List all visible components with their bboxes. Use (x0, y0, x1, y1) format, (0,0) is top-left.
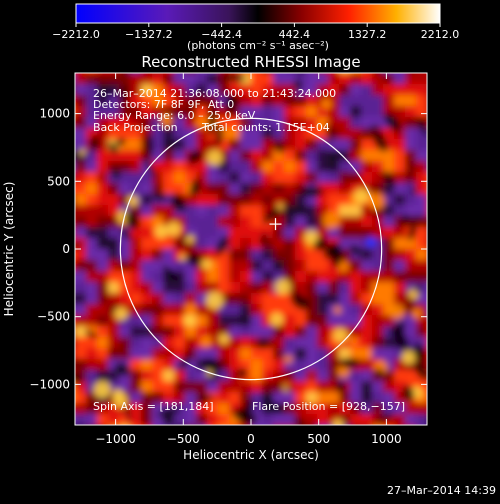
solar-limb-circle (119, 117, 383, 381)
chart-title: Reconstructed RHESSI Image (141, 53, 360, 71)
x-axis-ticks: −1000 −500 0 500 1000 (95, 73, 402, 446)
y-axis-label: Heliocentric Y (arcsec) (2, 182, 16, 317)
y-axis-ticks: −1000 −500 0 500 1000 (29, 107, 427, 391)
y-tick-label: 1000 (39, 107, 70, 121)
colorbar-tick-label: 2212.0 (421, 28, 460, 41)
annotation-time-range: 26–Mar–2014 21:36:08.000 to 21:43:24.000 (93, 87, 336, 100)
y-tick-label: −1000 (29, 377, 70, 391)
annotation-energy-range: Energy Range: 6.0 – 25.0 keV (93, 109, 256, 122)
annotation-flare-position: Flare Position = [928,−157] (252, 400, 405, 413)
emission-map (75, 73, 427, 425)
annotation-detectors: Detectors: 7F 8F 9F, Att 0 (93, 98, 234, 111)
colorbar-units-label: (photons cm⁻² s⁻¹ asec⁻²) (187, 39, 329, 52)
x-tick-label: 1000 (371, 432, 402, 446)
colorbar-ticks: −2212.0 −1327.2 −442.4 442.4 1327.2 2212.0 (52, 23, 459, 41)
colorbar-tick-label: 442.4 (279, 28, 311, 41)
spin-axis-marker (269, 218, 282, 231)
colorbar-tick-label: −2212.0 (52, 28, 100, 41)
y-tick-label: −500 (37, 310, 70, 324)
y-tick-label: 500 (47, 174, 70, 188)
x-tick-label: 500 (307, 432, 330, 446)
colorbar-tick-label: −442.4 (201, 28, 242, 41)
y-tick-label: 0 (62, 242, 70, 256)
x-tick-label: 0 (247, 432, 255, 446)
x-tick-label: −1000 (95, 432, 136, 446)
annotation-method: Back Projection (93, 121, 178, 134)
footer-timestamp: 27–Mar–2014 14:39 (387, 484, 496, 497)
colorbar (75, 3, 441, 24)
x-tick-label: −500 (167, 432, 200, 446)
colorbar-tick-label: −1327.2 (125, 28, 173, 41)
colorbar-tick-label: 1327.2 (348, 28, 387, 41)
x-axis-label: Heliocentric X (arcsec) (183, 448, 319, 462)
annotation-total-counts: Total counts: 1.15E+04 (201, 121, 330, 134)
annotation-spin-axis: Spin Axis = [181,184] (93, 400, 214, 413)
